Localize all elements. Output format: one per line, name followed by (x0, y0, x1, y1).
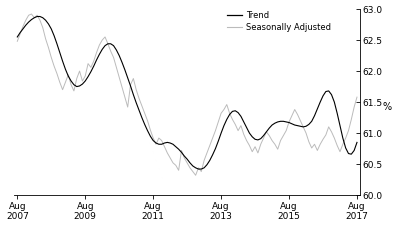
Legend: Trend, Seasonally Adjusted: Trend, Seasonally Adjusted (227, 11, 331, 32)
Y-axis label: %: % (382, 102, 391, 112)
